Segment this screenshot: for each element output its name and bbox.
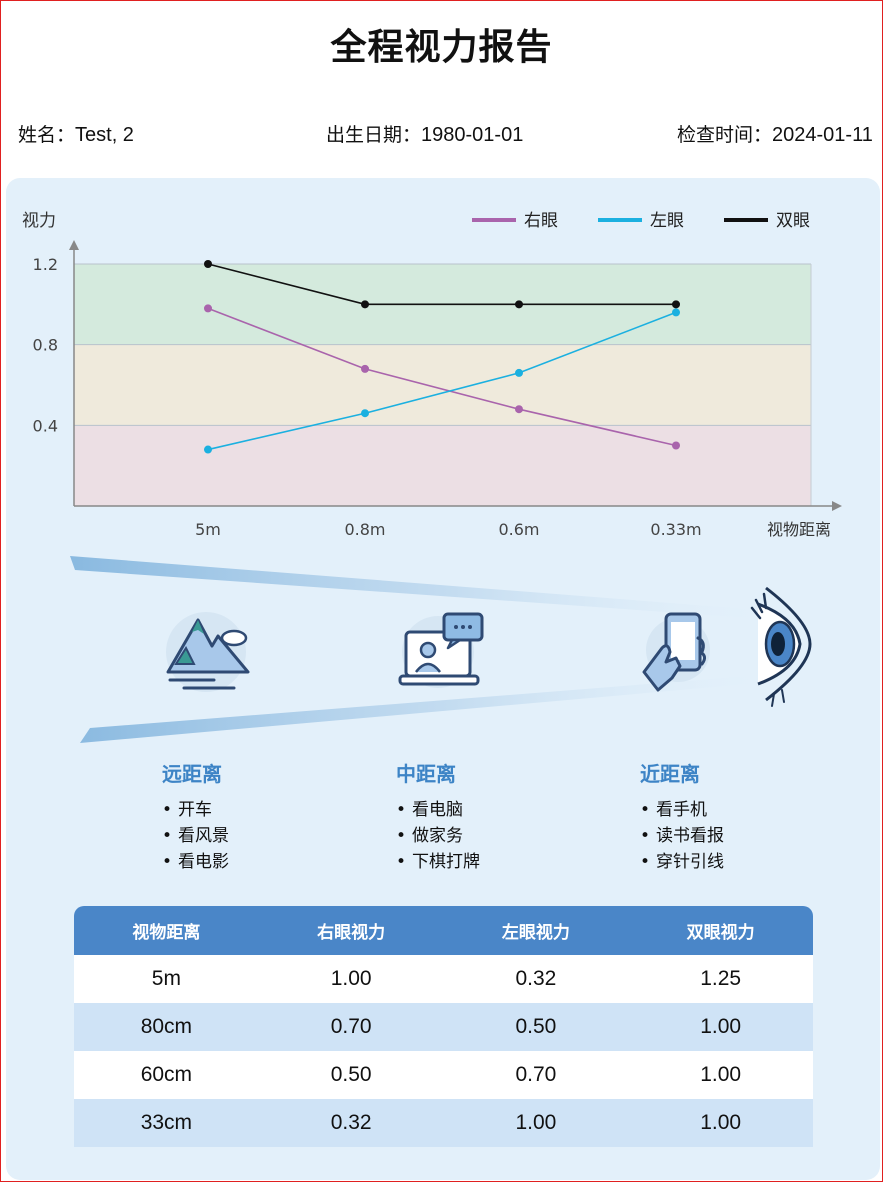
y-tick-label: 1.2: [33, 255, 58, 274]
data-point: [204, 445, 212, 454]
near-distance-block: 近距离 看手机 读书看报 穿针引线: [640, 758, 820, 875]
table-cell: 0.50: [443, 1003, 629, 1051]
chart-band: [74, 344, 811, 426]
mountain-landscape-icon: [160, 602, 256, 702]
table-cell: 60cm: [74, 1051, 259, 1099]
table-cell: 0.32: [258, 1099, 444, 1147]
vision-beam: [70, 556, 760, 743]
list-item: 穿针引线: [640, 849, 820, 875]
far-distance-title: 远距离: [162, 762, 222, 786]
exam-label: 检查时间：: [677, 124, 773, 146]
dob-value: 1980-01-01: [421, 124, 524, 146]
table-cell: 0.32: [443, 955, 629, 1003]
x-tick-label: 0.8m: [344, 520, 385, 539]
chart-band: [74, 425, 811, 506]
data-point: [672, 308, 680, 317]
near-distance-title: 近距离: [640, 762, 700, 786]
list-item: 看风景: [162, 823, 342, 849]
table-header-row: 视物距离 右眼视力 左眼视力 双眼视力: [74, 906, 813, 955]
column-header: 右眼视力: [258, 906, 444, 955]
table-cell: 1.00: [443, 1099, 629, 1147]
table-row: 33cm 0.32 1.00 1.00: [74, 1099, 813, 1147]
x-axis-arrow: [832, 501, 842, 511]
table-cell: 1.00: [258, 955, 444, 1003]
exam-value: 2024-01-11: [772, 124, 873, 146]
table-row: 80cm 0.70 0.50 1.00: [74, 1003, 813, 1051]
table-cell: 1.00: [628, 1099, 813, 1147]
data-point: [204, 260, 212, 268]
data-point: [672, 300, 680, 309]
mid-distance-title: 中距离: [396, 762, 456, 786]
list-item: 看电影: [162, 849, 342, 875]
eye-icon: [748, 582, 818, 712]
y-tick-label: 0.4: [33, 416, 58, 435]
smartphone-hand-icon: [636, 608, 716, 696]
list-item: 做家务: [396, 823, 576, 849]
list-item: 看手机: [640, 797, 820, 823]
date-of-birth: 出生日期：1980-01-01: [326, 120, 523, 147]
list-item: 下棋打牌: [396, 849, 576, 875]
vision-table: 视物距离 右眼视力 左眼视力 双眼视力 5m 1.00 0.32 1.25 80…: [74, 906, 813, 1147]
patient-name: 姓名：Test, 2: [18, 120, 134, 147]
table-cell: 0.70: [258, 1003, 444, 1051]
table-cell: 5m: [74, 955, 259, 1003]
list-item: 开车: [162, 797, 342, 823]
y-axis-label: 视力: [22, 211, 56, 231]
y-axis-arrow: [69, 240, 79, 250]
table-cell: 1.00: [628, 1003, 813, 1051]
legend-label: 左眼: [650, 211, 684, 231]
data-point: [204, 304, 212, 313]
table-row: 60cm 0.50 0.70 1.00: [74, 1051, 813, 1099]
mid-distance-block: 中距离 看电脑 做家务 下棋打牌: [396, 758, 576, 875]
report-title: 全程视力报告: [330, 27, 553, 68]
legend-label: 右眼: [524, 211, 558, 231]
series-line: [207, 263, 676, 306]
x-axis-label: 视物距离: [767, 520, 831, 539]
table-cell: 80cm: [74, 1003, 259, 1051]
x-tick-label: 5m: [195, 520, 221, 539]
table-cell: 1.00: [628, 1051, 813, 1099]
column-header: 视物距离: [74, 906, 259, 955]
series-line: [207, 311, 677, 451]
table-cell: 33cm: [74, 1099, 259, 1147]
legend-label: 双眼: [776, 211, 810, 231]
table-cell: 1.25: [628, 955, 813, 1003]
name-label: 姓名：: [18, 124, 76, 146]
column-header: 双眼视力: [628, 906, 813, 955]
series-line: [207, 307, 677, 447]
x-tick-label: 0.33m: [650, 520, 701, 539]
exam-date: 检查时间：2024-01-11: [677, 120, 883, 147]
list-item: 读书看报: [640, 823, 820, 849]
column-header: 左眼视力: [443, 906, 629, 955]
name-value: Test, 2: [75, 124, 134, 146]
data-point: [515, 368, 523, 377]
table-row: 5m 1.00 0.32 1.25: [74, 955, 813, 1003]
data-point: [361, 409, 369, 418]
y-tick-label: 0.8: [33, 336, 58, 355]
data-point: [361, 364, 369, 373]
data-point: [515, 300, 523, 309]
video-call-laptop-icon: [396, 608, 488, 696]
table-cell: 0.70: [443, 1051, 629, 1099]
far-distance-block: 远距离 开车 看风景 看电影: [162, 758, 342, 875]
data-point: [361, 300, 369, 309]
data-point: [672, 441, 680, 450]
x-tick-label: 0.6m: [498, 520, 539, 539]
dob-label: 出生日期：: [326, 124, 422, 146]
data-point: [515, 405, 523, 414]
table-cell: 0.50: [258, 1051, 444, 1099]
list-item: 看电脑: [396, 797, 576, 823]
